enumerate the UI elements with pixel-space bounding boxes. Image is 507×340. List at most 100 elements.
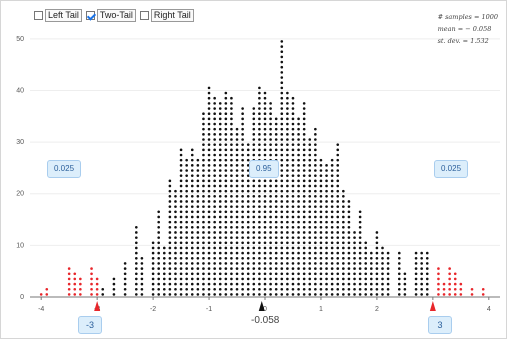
- sample-dot: [297, 200, 300, 203]
- sample-dot: [168, 262, 172, 265]
- sample-dot: [342, 282, 345, 286]
- sample-dot: [314, 236, 317, 239]
- left-tail-label[interactable]: Left Tail: [45, 9, 82, 22]
- sample-dot: [291, 174, 295, 177]
- sample-dot: [196, 158, 200, 162]
- two-tail-label[interactable]: Two-Tail: [96, 9, 136, 22]
- sample-dot: [185, 205, 188, 208]
- sample-dot: [280, 45, 284, 48]
- sample-dot: [414, 282, 418, 286]
- left-tail-checkbox[interactable]: [34, 11, 43, 20]
- sample-dot: [235, 184, 239, 188]
- sample-dot: [297, 127, 300, 131]
- two-tail-option[interactable]: Two-Tail: [85, 9, 136, 22]
- right-cutoff-input[interactable]: 3: [428, 316, 452, 334]
- tail-selector: Left Tail Two-Tail Right Tail: [34, 9, 194, 22]
- sample-dot: [325, 200, 328, 203]
- sample-dot: [151, 287, 155, 291]
- sample-dot: [246, 205, 250, 208]
- sample-dot: [302, 293, 306, 296]
- two-tail-checkbox[interactable]: [85, 11, 95, 20]
- sample-dot: [224, 277, 228, 281]
- x-tick-label: 0: [263, 306, 267, 313]
- sample-dot: [342, 272, 345, 276]
- sample-dot: [263, 112, 267, 115]
- sample-dot: [381, 282, 384, 286]
- left-tail-option[interactable]: Left Tail: [34, 9, 82, 22]
- right-tail-checkbox[interactable]: [139, 11, 149, 20]
- sample-dot: [286, 205, 289, 208]
- sample-dot: [140, 262, 144, 265]
- sample-dot: [291, 267, 295, 270]
- sample-dot: [157, 272, 160, 276]
- sample-dot: [207, 138, 211, 141]
- sample-dot: [140, 272, 144, 276]
- sample-dot: [325, 215, 328, 219]
- sample-dot: [241, 122, 244, 126]
- sample-dot: [319, 282, 323, 286]
- sample-dot: [274, 200, 278, 203]
- tail-sample-dot: [95, 287, 99, 291]
- sample-dot: [246, 143, 250, 146]
- sample-dot: [224, 287, 228, 291]
- sample-dot: [302, 102, 306, 105]
- left-cutoff-handle[interactable]: [94, 301, 101, 311]
- sample-dot: [202, 241, 205, 245]
- sample-dot: [314, 215, 317, 219]
- sample-dot: [302, 189, 306, 193]
- sample-dot: [224, 262, 228, 265]
- sample-dot: [330, 241, 334, 245]
- sample-dot: [157, 293, 160, 296]
- sample-dot: [252, 251, 256, 255]
- sample-dot: [364, 267, 368, 270]
- tail-sample-dot: [79, 287, 82, 291]
- sample-dot: [381, 251, 384, 255]
- sample-dot: [319, 179, 323, 183]
- sample-dot: [358, 220, 362, 224]
- sample-dot: [123, 262, 127, 265]
- sample-dot: [308, 256, 312, 260]
- sample-dot: [190, 262, 194, 265]
- sample-dot: [297, 267, 300, 270]
- sample-dot: [185, 169, 188, 172]
- sample-dot: [185, 179, 188, 183]
- sample-dot: [347, 272, 351, 276]
- sample-dot: [314, 272, 317, 276]
- sample-dot: [319, 246, 323, 250]
- sample-dot: [269, 225, 272, 229]
- sample-dot: [230, 231, 233, 234]
- sample-dot: [325, 241, 328, 245]
- sample-dot: [202, 215, 205, 219]
- sample-dot: [274, 251, 278, 255]
- right-cutoff-handle[interactable]: [429, 301, 436, 311]
- sample-dot: [364, 287, 368, 291]
- sample-dot: [258, 102, 261, 105]
- sample-dot: [319, 256, 323, 260]
- sample-dot: [319, 231, 323, 234]
- sample-dot: [252, 122, 256, 126]
- sample-dot: [274, 293, 278, 296]
- sample-dot: [258, 215, 261, 219]
- sample-dot: [280, 148, 284, 152]
- sample-dot: [420, 256, 423, 260]
- left-cutoff-input[interactable]: -3: [78, 316, 102, 334]
- sample-dot: [280, 277, 284, 281]
- sample-dot: [224, 241, 228, 245]
- sample-dot: [397, 251, 401, 255]
- sample-dot: [246, 282, 250, 286]
- sample-dot: [190, 210, 194, 214]
- sample-dot: [342, 189, 345, 193]
- sample-dot: [375, 246, 379, 250]
- sample-dot: [330, 179, 334, 183]
- sample-dot: [218, 205, 222, 208]
- sample-dot: [207, 272, 211, 276]
- sample-dot: [274, 220, 278, 224]
- tail-sample-dot: [442, 282, 446, 286]
- sample-dot: [269, 112, 272, 115]
- sample-dot: [269, 241, 272, 245]
- sample-dot: [291, 220, 295, 224]
- sample-dot: [314, 179, 317, 183]
- right-tail-label[interactable]: Right Tail: [150, 9, 194, 22]
- sample-dot: [168, 236, 172, 239]
- right-tail-option[interactable]: Right Tail: [139, 9, 194, 22]
